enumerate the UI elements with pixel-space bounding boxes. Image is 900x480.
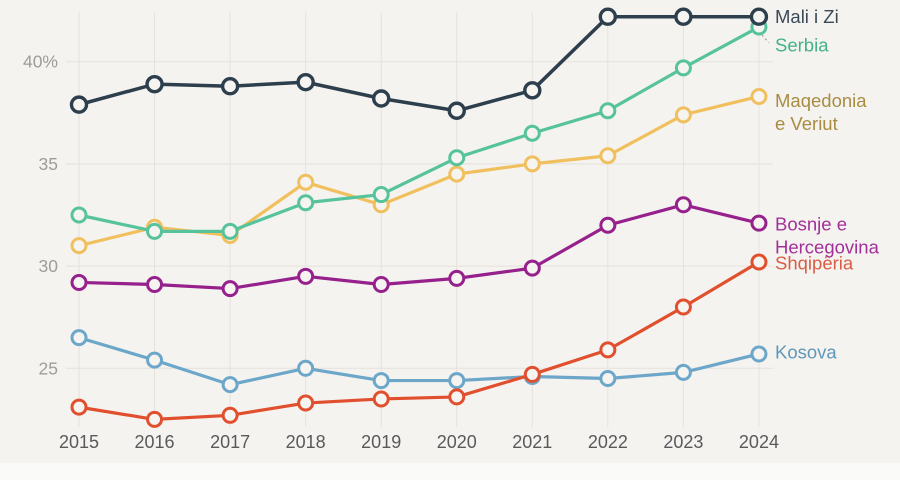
x-tick-label: 2024 [739,432,779,452]
y-tick-label: 25 [39,358,58,378]
data-point-bosnje-e-hercegovina-2024[interactable] [750,214,768,232]
data-point-mali-i-zi-2024[interactable] [749,7,769,26]
y-axis-labels: 40% 35 30 25 [23,52,58,379]
y-tick-label: 35 [39,154,58,174]
data-point-kosova-2020[interactable] [448,372,466,390]
y-tick-label: 40% [23,52,58,72]
data-point-shqiperia-2016[interactable] [146,410,164,428]
legend-label-bosnje-e-hercegovina: Bosnje e [775,214,847,235]
data-point-bosnje-e-hercegovina-2015[interactable] [70,273,88,291]
series-bosnje-e-hercegovina [70,196,768,298]
data-point-maqedonia-e-veriut-2020[interactable] [448,165,466,183]
data-point-bosnje-e-hercegovina-2016[interactable] [146,275,164,293]
x-tick-label: 2021 [512,432,552,452]
footer-strip [0,463,900,480]
data-point-maqedonia-e-veriut-2024[interactable] [750,87,768,105]
x-tick-label: 2019 [361,432,401,452]
data-point-serbia-2022[interactable] [599,102,617,120]
data-point-bosnje-e-hercegovina-2018[interactable] [297,267,315,285]
series-shqiperia [70,253,768,428]
data-point-bosnje-e-hercegovina-2022[interactable] [599,216,617,234]
data-point-kosova-2019[interactable] [372,372,390,390]
data-point-kosova-2023[interactable] [674,363,692,381]
legend-label-kosova: Kosova [775,341,837,362]
series-line-maqedonia-e-veriut [77,94,761,248]
data-point-shqiperia-2024[interactable] [750,253,768,271]
legend-label-serbia: Serbia [775,34,829,55]
data-point-bosnje-e-hercegovina-2023[interactable] [674,196,692,214]
data-point-shqiperia-2022[interactable] [599,341,617,359]
data-point-mali-i-zi-2023[interactable] [674,7,693,26]
data-point-serbia-2019[interactable] [372,186,390,204]
data-point-shqiperia-2023[interactable] [674,298,692,316]
data-point-serbia-2023[interactable] [674,59,692,77]
data-point-mali-i-zi-2022[interactable] [598,7,618,26]
data-point-bosnje-e-hercegovina-2020[interactable] [448,269,466,287]
data-point-mali-i-zi-2017[interactable] [220,77,240,96]
series-maqedonia-e-veriut [70,87,768,255]
series-line-kosova [77,336,761,387]
x-tick-label: 2023 [663,432,703,452]
data-point-shqiperia-2017[interactable] [221,406,239,424]
legend-label-mali-i-zi: Mali i Zi [775,6,839,27]
data-point-mali-i-zi-2015[interactable] [69,95,89,114]
data-point-mali-i-zi-2016[interactable] [145,74,164,94]
legend-label-maqedonia-e-veriut: e Veriut [775,113,838,134]
series-line-shqiperia [77,260,761,421]
y-tick-label: 30 [39,256,59,276]
legend-label-bosnje-e-hercegovina: Hercegovina [775,237,880,258]
data-point-serbia-2017[interactable] [221,222,239,240]
data-point-maqedonia-e-veriut-2021[interactable] [523,155,541,173]
x-tick-label: 2017 [210,432,250,452]
x-tick-label: 2018 [286,432,326,452]
data-point-mali-i-zi-2021[interactable] [523,81,542,100]
data-point-shqiperia-2015[interactable] [70,398,88,416]
x-tick-label: 2022 [588,432,628,452]
data-point-shqiperia-2021[interactable] [523,365,541,383]
data-point-serbia-2016[interactable] [146,222,164,240]
data-point-serbia-2015[interactable] [70,206,88,224]
data-point-shqiperia-2020[interactable] [448,388,466,406]
data-point-mali-i-zi-2020[interactable] [447,101,466,120]
series-mali-i-zi [69,7,769,120]
data-point-shqiperia-2019[interactable] [372,390,390,408]
data-point-bosnje-e-hercegovina-2017[interactable] [221,280,239,298]
data-point-kosova-2015[interactable] [70,329,88,347]
data-point-bosnje-e-hercegovina-2019[interactable] [372,275,390,293]
data-point-mali-i-zi-2019[interactable] [372,89,391,108]
data-point-serbia-2020[interactable] [448,149,466,167]
data-point-kosova-2024[interactable] [750,345,768,363]
legend-label-maqedonia-e-veriut: Maqedonia [775,90,867,111]
series-serbia [70,18,768,240]
series-line-mali-i-zi [77,14,761,113]
data-point-mali-i-zi-2018[interactable] [296,72,315,92]
data-point-kosova-2018[interactable] [297,359,315,377]
data-point-kosova-2016[interactable] [146,351,164,369]
legend-callout-line [761,34,770,44]
x-tick-label: 2015 [59,432,99,452]
data-point-maqedonia-e-veriut-2023[interactable] [674,106,692,124]
data-point-shqiperia-2018[interactable] [297,394,315,412]
gridlines [66,12,773,427]
series-line-serbia [77,25,761,233]
data-point-serbia-2021[interactable] [523,124,541,142]
data-point-serbia-2018[interactable] [297,194,315,212]
x-tick-label: 2020 [437,432,477,452]
data-point-bosnje-e-hercegovina-2021[interactable] [523,259,541,277]
x-tick-label: 2016 [135,432,175,452]
data-point-maqedonia-e-veriut-2022[interactable] [599,147,617,165]
series-line-bosnje-e-hercegovina [77,203,761,291]
data-point-kosova-2017[interactable] [221,376,239,394]
data-point-maqedonia-e-veriut-2018[interactable] [297,173,315,191]
x-axis-labels: 2015 2016 2017 2018 2019 2020 2021 2022 2023 2024 [59,432,779,452]
series-kosova [70,329,768,394]
data-point-kosova-2022[interactable] [599,370,617,388]
data-point-maqedonia-e-veriut-2015[interactable] [70,237,88,255]
legend-label-shqiperia: Shqipëria [775,253,854,274]
